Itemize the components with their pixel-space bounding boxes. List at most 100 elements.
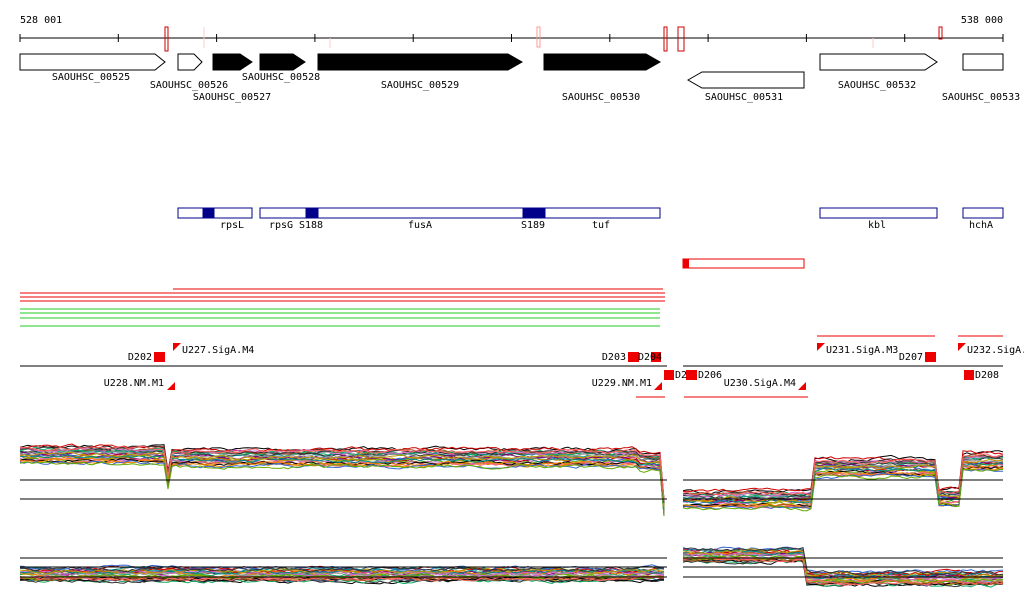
- expression-line: [682, 458, 1004, 503]
- genes: [19, 53, 1004, 89]
- expression-line: [682, 556, 1004, 586]
- gene-label: SAOUHSC_00533: [942, 92, 1020, 103]
- feature-label: tuf: [592, 220, 610, 231]
- mark: [938, 26, 943, 40]
- promoter-label: U231.SigA.M3: [826, 345, 898, 356]
- mark: [536, 26, 541, 48]
- expression-line: [19, 458, 665, 515]
- expression-line: [682, 450, 1004, 492]
- promoter-flag: [798, 382, 806, 390]
- gene-arrow: [259, 53, 306, 71]
- promoter-flag: [817, 343, 825, 351]
- promoter-flag: [958, 343, 966, 351]
- expression-line: [682, 546, 1004, 574]
- expression-tracks: [19, 443, 1004, 588]
- promoter-label: U227.SigA.M4: [182, 345, 254, 356]
- feature-box: [962, 207, 1004, 219]
- promoter-label: D206: [698, 370, 722, 381]
- expression-line: [19, 451, 665, 508]
- feature-label: kbl: [868, 220, 886, 231]
- promoter-label: D208: [975, 370, 999, 381]
- promoter-label: U232.SigA.: [967, 345, 1024, 356]
- promoter-box: [925, 352, 936, 362]
- promoter-label: U228.NM.M1: [104, 378, 164, 389]
- gene-label: SAOUHSC_00527: [193, 92, 271, 103]
- expression-line: [19, 446, 665, 503]
- ruler-end: 538 000: [961, 15, 1003, 26]
- features: [177, 207, 1004, 219]
- gene-label: SAOUHSC_00525: [52, 72, 130, 83]
- promoter-label: D202: [128, 352, 152, 363]
- expression-line: [682, 469, 1003, 510]
- expression-line: [19, 445, 665, 501]
- expression-line: [682, 547, 1004, 576]
- promoter-box: [628, 352, 639, 362]
- expression-line: [19, 565, 665, 573]
- ruler-marks: [164, 26, 943, 52]
- expression-line: [19, 460, 665, 516]
- expression-line: [19, 445, 665, 504]
- expression-line: [19, 461, 665, 516]
- expression-line: [19, 447, 665, 501]
- gene-label: SAOUHSC_00531: [705, 92, 783, 103]
- promoter-label: D203: [602, 352, 626, 363]
- region-fill: [683, 259, 689, 268]
- feature-box: [177, 207, 253, 219]
- expression-line: [682, 460, 1004, 503]
- promoter-label: D204: [638, 352, 662, 363]
- feature-label: fusA: [408, 220, 432, 231]
- gene-label: SAOUHSC_00526: [150, 80, 228, 91]
- expression-line: [19, 457, 665, 515]
- promoter-box: [686, 370, 697, 380]
- expression-line: [682, 450, 1004, 495]
- feature-block: [202, 207, 215, 219]
- promoter-flag: [173, 343, 181, 351]
- feature-box: [259, 207, 661, 219]
- ruler-start: 528 001: [20, 15, 62, 26]
- gene-box: [962, 53, 1004, 71]
- gene-label: SAOUHSC_00528: [242, 72, 320, 83]
- expression-line: [682, 453, 1004, 496]
- feature-label: rpsG: [269, 220, 293, 231]
- expression-line: [682, 549, 1003, 580]
- promoter-label: D207: [899, 352, 923, 363]
- promoter-label: D2: [675, 370, 687, 381]
- promoter-track: [20, 335, 1003, 398]
- gene-arrow: [317, 53, 524, 71]
- gene-label: SAOUHSC_00529: [381, 80, 459, 91]
- feature-label: hchA: [969, 220, 993, 231]
- gene-arrow: [686, 71, 805, 89]
- promoter-box: [664, 370, 674, 380]
- feature-block: [305, 207, 319, 219]
- expression-line: [682, 454, 1004, 497]
- feature-label: S189: [521, 220, 545, 231]
- feature-block: [522, 207, 546, 219]
- promoter-box: [964, 370, 974, 380]
- gene-label: SAOUHSC_00530: [562, 92, 640, 103]
- mark: [677, 26, 685, 52]
- promoter-flag: [167, 382, 175, 390]
- gene-arrow: [19, 53, 166, 71]
- promoter-flag: [654, 382, 662, 390]
- expression-line: [19, 567, 665, 575]
- promoter-box: [154, 352, 165, 362]
- gene-arrow: [819, 53, 938, 71]
- promoter-box: [651, 352, 661, 362]
- ruler: [19, 34, 1004, 42]
- expression-line: [19, 570, 665, 578]
- gene-arrow: [212, 53, 253, 71]
- expression-line: [19, 454, 665, 510]
- feature-box: [819, 207, 938, 219]
- coverage-lines: [20, 288, 665, 327]
- mark: [663, 26, 668, 52]
- feature-label: S188: [299, 220, 323, 231]
- promoter-label: U230.SigA.M4: [724, 378, 796, 389]
- gene-arrow: [543, 53, 662, 71]
- expression-line: [682, 468, 1004, 512]
- promoter-label: U229.NM.M1: [592, 378, 652, 389]
- gene-label: SAOUHSC_00532: [838, 80, 916, 91]
- gene-arrow: [177, 53, 203, 71]
- mark: [164, 26, 169, 52]
- feature-label: rpsL: [220, 220, 244, 231]
